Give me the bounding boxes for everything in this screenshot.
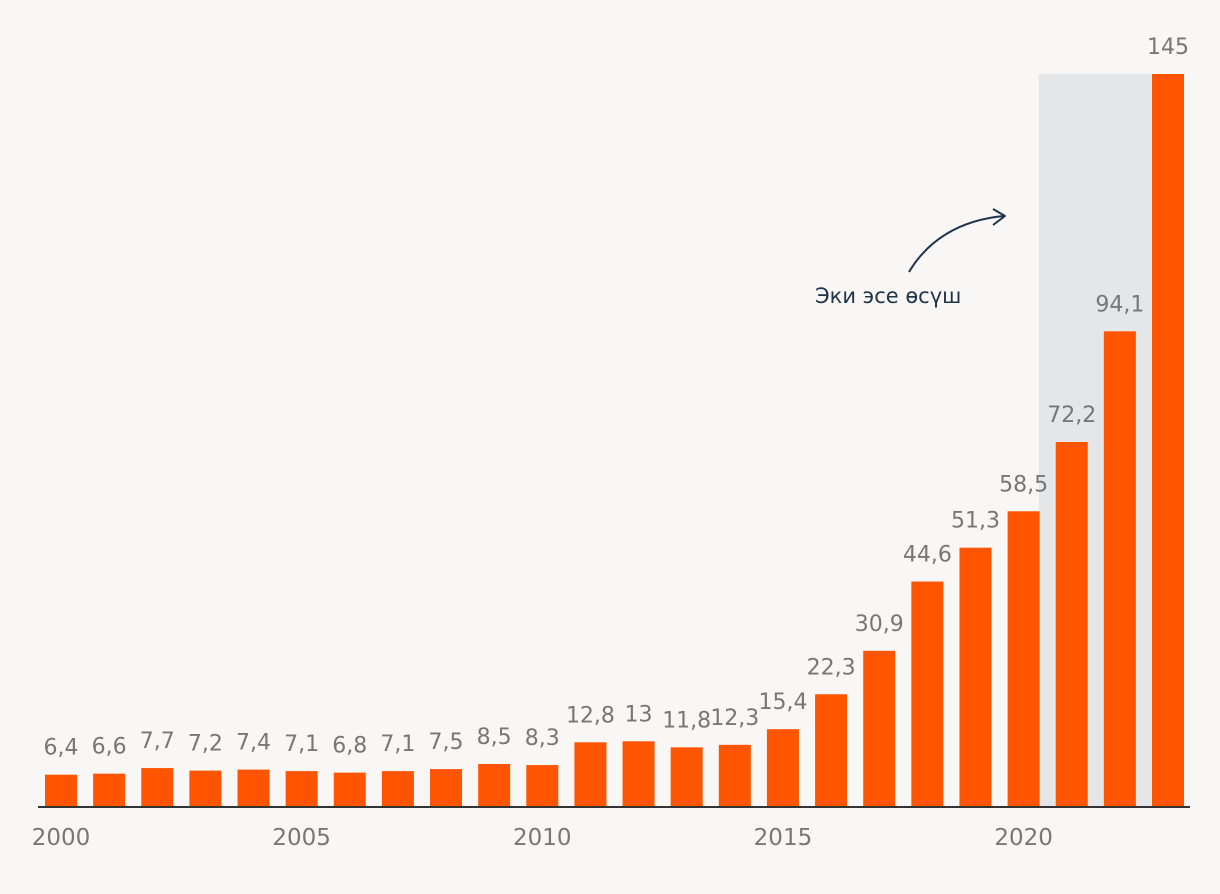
bar-2007 xyxy=(381,771,414,807)
x-tick-label-2005: 2005 xyxy=(272,825,331,851)
bar-2000 xyxy=(45,774,77,807)
annotation-arrowhead-icon xyxy=(992,208,1006,226)
value-label-2012: 13 xyxy=(625,702,653,727)
bar-2005 xyxy=(285,771,318,807)
bar-2010 xyxy=(526,765,559,807)
bar-2013 xyxy=(670,747,703,807)
bar-2015 xyxy=(766,729,799,807)
value-label-2015: 15,4 xyxy=(758,690,807,715)
bar-2014 xyxy=(718,744,751,807)
value-label-2020: 58,5 xyxy=(999,472,1048,497)
value-label-2000: 6,4 xyxy=(44,736,79,761)
x-tick-label-2010: 2010 xyxy=(513,825,572,851)
x-tick-labels-group: 2000 2005 2010 2015 2020 xyxy=(32,825,1053,851)
annotation-text: Эки эсе өсүш xyxy=(815,284,961,308)
bar-2008 xyxy=(430,769,463,807)
bar-2020 xyxy=(1007,511,1040,807)
value-label-2018: 44,6 xyxy=(903,543,952,568)
value-label-2016: 22,3 xyxy=(807,655,856,680)
value-label-2019: 51,3 xyxy=(951,509,1000,534)
x-tick-label-2015: 2015 xyxy=(754,825,813,851)
x-tick-label-2000: 2000 xyxy=(32,825,91,851)
value-label-2010: 8,3 xyxy=(525,726,560,751)
value-label-2009: 8,5 xyxy=(477,725,512,750)
bar-2006 xyxy=(333,772,366,807)
bar-2016 xyxy=(815,694,848,807)
value-label-2011: 12,8 xyxy=(566,703,615,728)
value-label-2021: 72,2 xyxy=(1047,403,1096,428)
annotation-arrow-icon xyxy=(908,215,1005,273)
value-label-2002: 7,7 xyxy=(140,729,175,754)
value-label-2017: 30,9 xyxy=(855,612,904,637)
bar-2023 xyxy=(1151,74,1184,807)
bar-2002 xyxy=(141,768,174,807)
value-label-2014: 12,3 xyxy=(710,706,759,731)
bar-2003 xyxy=(189,770,222,807)
bar-2011 xyxy=(574,742,607,807)
value-label-2023: 145 xyxy=(1147,35,1189,60)
value-label-2007: 7,1 xyxy=(380,732,415,757)
bar-2001 xyxy=(93,773,126,807)
bar-2017 xyxy=(863,650,896,807)
value-label-2008: 7,5 xyxy=(429,730,464,755)
value-label-2006: 6,8 xyxy=(332,734,367,759)
bars-group xyxy=(45,74,1184,807)
x-tick-label-2020: 2020 xyxy=(994,825,1053,851)
value-label-2004: 7,4 xyxy=(236,731,271,756)
bar-2012 xyxy=(622,741,655,807)
value-label-2003: 7,2 xyxy=(188,732,223,757)
value-label-2001: 6,6 xyxy=(92,735,127,760)
value-label-2013: 11,8 xyxy=(662,708,711,733)
bar-2022 xyxy=(1103,331,1136,807)
bar-2004 xyxy=(237,769,270,807)
bar-2021 xyxy=(1055,442,1088,807)
bar-2009 xyxy=(478,764,511,807)
value-label-2005: 7,1 xyxy=(284,732,319,757)
value-labels-group: 6,4 6,6 7,7 7,2 7,4 7,1 6,8 7,1 7,5 8,5 8,312,8 13 1… xyxy=(44,35,1189,761)
bar-2018 xyxy=(911,581,944,807)
value-label-2022: 94,1 xyxy=(1095,292,1144,317)
bar-2019 xyxy=(959,547,992,807)
